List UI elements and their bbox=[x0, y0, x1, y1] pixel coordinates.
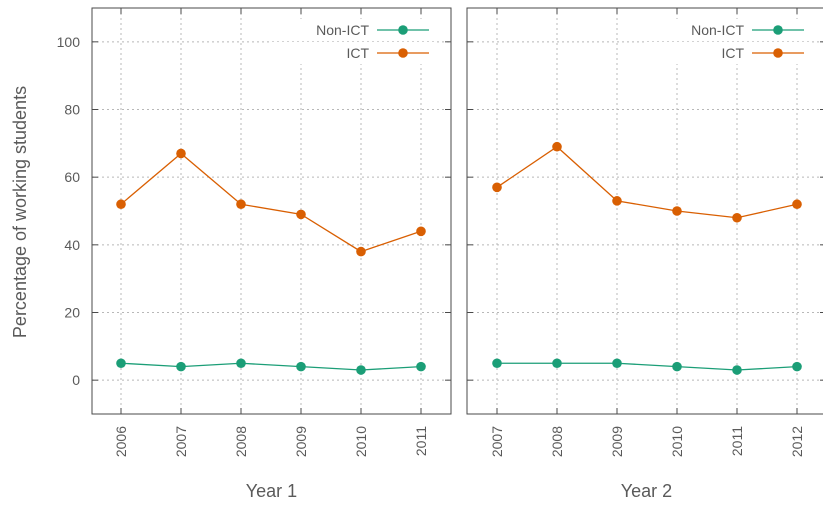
x-tick-label-0-2: 2008 bbox=[233, 426, 249, 457]
data-point-1-0-3 bbox=[672, 361, 682, 372]
data-point-0-0-1 bbox=[176, 361, 186, 372]
data-point-0-1-4 bbox=[356, 246, 366, 257]
data-point-1-1-4 bbox=[732, 212, 742, 223]
y-tick-label-1: 20 bbox=[64, 305, 80, 321]
data-point-1-0-2 bbox=[612, 358, 622, 369]
legend-marker-0-0 bbox=[398, 25, 408, 35]
data-point-0-0-2 bbox=[236, 358, 246, 369]
x-tick-label-1-1: 2008 bbox=[549, 426, 565, 457]
legend-label-0-0: Non-ICT bbox=[316, 22, 369, 38]
x-tick-label-0-0: 2006 bbox=[113, 426, 129, 457]
x-tick-label-0-1: 2007 bbox=[173, 426, 189, 457]
y-tick-label-3: 60 bbox=[64, 169, 80, 185]
legend-marker-1-1 bbox=[773, 48, 783, 58]
x-tick-label-1-5: 2012 bbox=[789, 426, 805, 457]
x-tick-label-0-3: 2009 bbox=[293, 426, 309, 457]
x-tick-label-0-4: 2010 bbox=[353, 426, 369, 457]
data-point-1-1-3 bbox=[672, 206, 682, 216]
data-point-0-1-0 bbox=[116, 199, 126, 210]
series-line-0-1 bbox=[120, 152, 422, 253]
y-tick-label-2: 40 bbox=[64, 237, 80, 253]
data-point-0-1-5 bbox=[416, 226, 426, 237]
x-tick-label-1-4: 2011 bbox=[729, 426, 745, 456]
x-axis-label-1: Year 2 bbox=[621, 481, 672, 501]
data-point-0-1-2 bbox=[236, 199, 246, 210]
data-point-1-1-5 bbox=[792, 199, 802, 210]
x-tick-label-1-3: 2010 bbox=[669, 426, 685, 457]
data-point-1-0-0 bbox=[492, 358, 502, 369]
series-line-0-0 bbox=[120, 362, 422, 371]
legend-marker-0-1 bbox=[398, 48, 408, 58]
data-point-1-0-4 bbox=[732, 365, 742, 375]
series-line-1-1 bbox=[496, 145, 798, 219]
data-point-0-1-1 bbox=[176, 148, 186, 159]
legend-bg-0-0 bbox=[269, 19, 435, 41]
y-tick-label-4: 80 bbox=[64, 102, 80, 118]
legend-bg-0-1 bbox=[269, 42, 435, 64]
x-tick-label-1-0: 2007 bbox=[489, 426, 505, 457]
data-point-0-0-5 bbox=[416, 361, 426, 372]
data-point-1-1-0 bbox=[492, 182, 502, 193]
data-point-1-1-2 bbox=[612, 196, 622, 206]
legend-label-1-0: Non-ICT bbox=[691, 22, 744, 38]
y-tick-label-0: 0 bbox=[72, 372, 80, 388]
data-point-0-0-0 bbox=[116, 358, 126, 369]
data-point-1-0-5 bbox=[792, 361, 802, 372]
legend-bg-1-0 bbox=[644, 19, 810, 41]
legend-label-0-1: ICT bbox=[346, 45, 369, 61]
plot-frame-0 bbox=[91, 7, 452, 415]
data-point-1-0-1 bbox=[552, 358, 562, 369]
y-axis-label: Percentage of working students bbox=[10, 86, 30, 338]
series-line-1-0 bbox=[497, 362, 798, 371]
legend-bg-1-1 bbox=[644, 42, 810, 64]
y-tick-label-5: 100 bbox=[57, 34, 81, 50]
legend-marker-1-0 bbox=[773, 25, 783, 35]
legend-label-1-1: ICT bbox=[721, 45, 744, 61]
x-tick-label-1-2: 2009 bbox=[609, 426, 625, 457]
data-point-0-1-3 bbox=[296, 209, 306, 220]
data-point-0-0-3 bbox=[296, 361, 306, 372]
x-axis-label-0: Year 1 bbox=[246, 481, 297, 501]
plot-frame-1 bbox=[466, 7, 823, 415]
x-tick-label-0-5: 2011 bbox=[413, 426, 429, 456]
data-point-0-0-4 bbox=[356, 365, 366, 375]
data-point-1-1-1 bbox=[552, 141, 562, 152]
